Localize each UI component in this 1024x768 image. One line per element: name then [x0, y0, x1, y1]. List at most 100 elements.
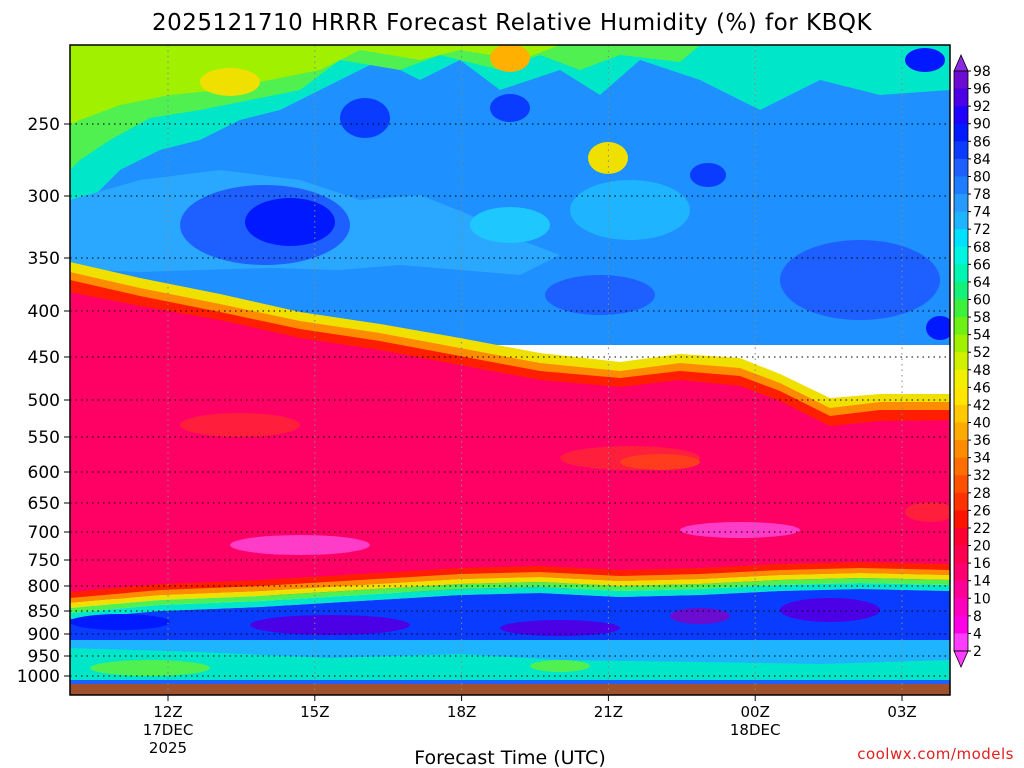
colorbar-top-arrow	[953, 54, 969, 72]
dry-pink-patch-2	[680, 522, 800, 538]
x-tick-label: 17DEC	[143, 721, 194, 739]
low-purple-cell-4	[670, 608, 730, 624]
y-tick-label: 600	[28, 463, 60, 483]
colorbar-swatch	[954, 457, 968, 476]
colorbar-swatch	[954, 615, 968, 634]
dry-red-patch	[180, 413, 300, 437]
dry-bottom-orange	[70, 568, 950, 603]
upper-blue-patch-right	[780, 240, 940, 320]
colorbar-label: 86	[973, 134, 991, 150]
colorbar-label: 28	[973, 486, 991, 502]
colorbar-label: 36	[973, 433, 991, 449]
upper-blue-spot-right	[905, 48, 945, 72]
surface-green-patch	[90, 660, 210, 676]
colorbar-swatch	[954, 422, 968, 441]
colorbar-swatch	[954, 264, 968, 283]
colorbar-label: 22	[973, 521, 991, 537]
low-purple-cell	[250, 615, 410, 635]
colorbar-label: 58	[973, 310, 991, 326]
x-tick-label: 12Z	[153, 703, 182, 721]
x-axis-label: Forecast Time (UTC)	[414, 747, 605, 768]
y-tick-label: 400	[28, 302, 60, 322]
y-tick-label: 900	[28, 625, 60, 645]
upper-yellow-spot-2	[588, 142, 628, 174]
colorbar-swatch	[954, 598, 968, 617]
y-tick-label: 850	[28, 602, 60, 622]
colorbar-swatch	[954, 510, 968, 529]
y-axis: 250 300 350 400 450 500 550 600 650 700 750 800 850 9…	[17, 115, 70, 687]
colorbar-label: 78	[973, 187, 991, 203]
colorbar-swatch	[954, 475, 968, 494]
surface-blue-edge	[70, 680, 950, 684]
colorbar-label: 20	[973, 539, 991, 555]
y-tick-label: 950	[28, 647, 60, 667]
upper-cyan-patch-2	[570, 180, 690, 240]
colorbar-label: 14	[973, 574, 991, 590]
colorbar-swatch	[954, 158, 968, 177]
colorbar-label: 46	[973, 380, 991, 396]
colorbar-swatch	[954, 299, 968, 318]
colorbar-swatch	[954, 176, 968, 195]
dry-pink-patch	[230, 535, 370, 555]
y-tick-label: 500	[28, 391, 60, 411]
x-tick-label: 2025	[149, 739, 187, 757]
colorbar-swatch	[954, 633, 968, 652]
colorbar-swatch	[954, 194, 968, 213]
plot-frame	[69, 44, 951, 696]
colorbar-label: 52	[973, 345, 991, 361]
colorbar-swatch	[954, 580, 968, 599]
x-tick-label: 03Z	[887, 703, 916, 721]
colorbar-label: 16	[973, 556, 991, 572]
y-tick-label: 800	[28, 577, 60, 597]
colorbar-label: 4	[973, 626, 982, 642]
colorbar-swatch	[954, 141, 968, 160]
y-tick-label: 250	[28, 115, 60, 135]
upper-orange-spot	[490, 45, 530, 72]
y-tick-label: 750	[28, 551, 60, 571]
colorbar-label: 84	[973, 152, 991, 168]
colorbar-label: 48	[973, 363, 991, 379]
x-tick-label: 18DEC	[730, 721, 781, 739]
upper-deep-blue-cell	[245, 198, 335, 246]
colorbar-swatch	[954, 404, 968, 424]
x-tick-label: 21Z	[594, 703, 623, 721]
upper-yellow-spot	[200, 68, 260, 96]
colorbar-swatch	[954, 317, 968, 336]
colorbar-swatch	[954, 106, 968, 125]
low-purple-cell-2	[500, 620, 620, 636]
colorbar-label: 66	[973, 257, 991, 273]
colorbar-swatch	[954, 334, 968, 353]
y-tick-label: 350	[28, 249, 60, 269]
colorbar-frame	[953, 70, 969, 652]
upper-blue-spot-3	[690, 163, 726, 187]
colorbar-label: 64	[973, 275, 991, 291]
colorbar-label: 90	[973, 117, 991, 133]
colorbar-swatch	[954, 563, 968, 582]
upper-blue-spot	[340, 98, 390, 138]
low-purple-cell-3	[780, 598, 880, 622]
dry-top-yellow	[70, 262, 950, 411]
upper-blue-spot-2	[490, 94, 530, 122]
y-tick-label: 700	[28, 523, 60, 543]
grid-lines	[70, 45, 950, 695]
colorbar-label: 60	[973, 292, 991, 308]
colorbar-bottom-arrow	[953, 650, 969, 668]
colorbar-label: 42	[973, 398, 991, 414]
dry-bottom-green	[70, 578, 950, 613]
low-deep-cell	[70, 614, 170, 630]
chart-title: 2025121710 HRRR Forecast Relative Humidi…	[152, 10, 873, 36]
colorbar-label: 98	[973, 64, 991, 80]
dry-red-patch-4	[905, 502, 950, 522]
colorbar-label: 32	[973, 468, 991, 484]
ground-fill	[70, 684, 950, 695]
colorbar-swatch	[954, 492, 968, 511]
colorbar-label: 26	[973, 503, 991, 519]
colorbar-swatch	[954, 71, 968, 90]
colorbar-label: 40	[973, 416, 991, 432]
colorbar-label: 2	[973, 644, 982, 660]
x-tick-label: 00Z	[741, 703, 770, 721]
colorbar-swatch	[954, 123, 968, 142]
colorbar-label: 80	[973, 169, 991, 185]
